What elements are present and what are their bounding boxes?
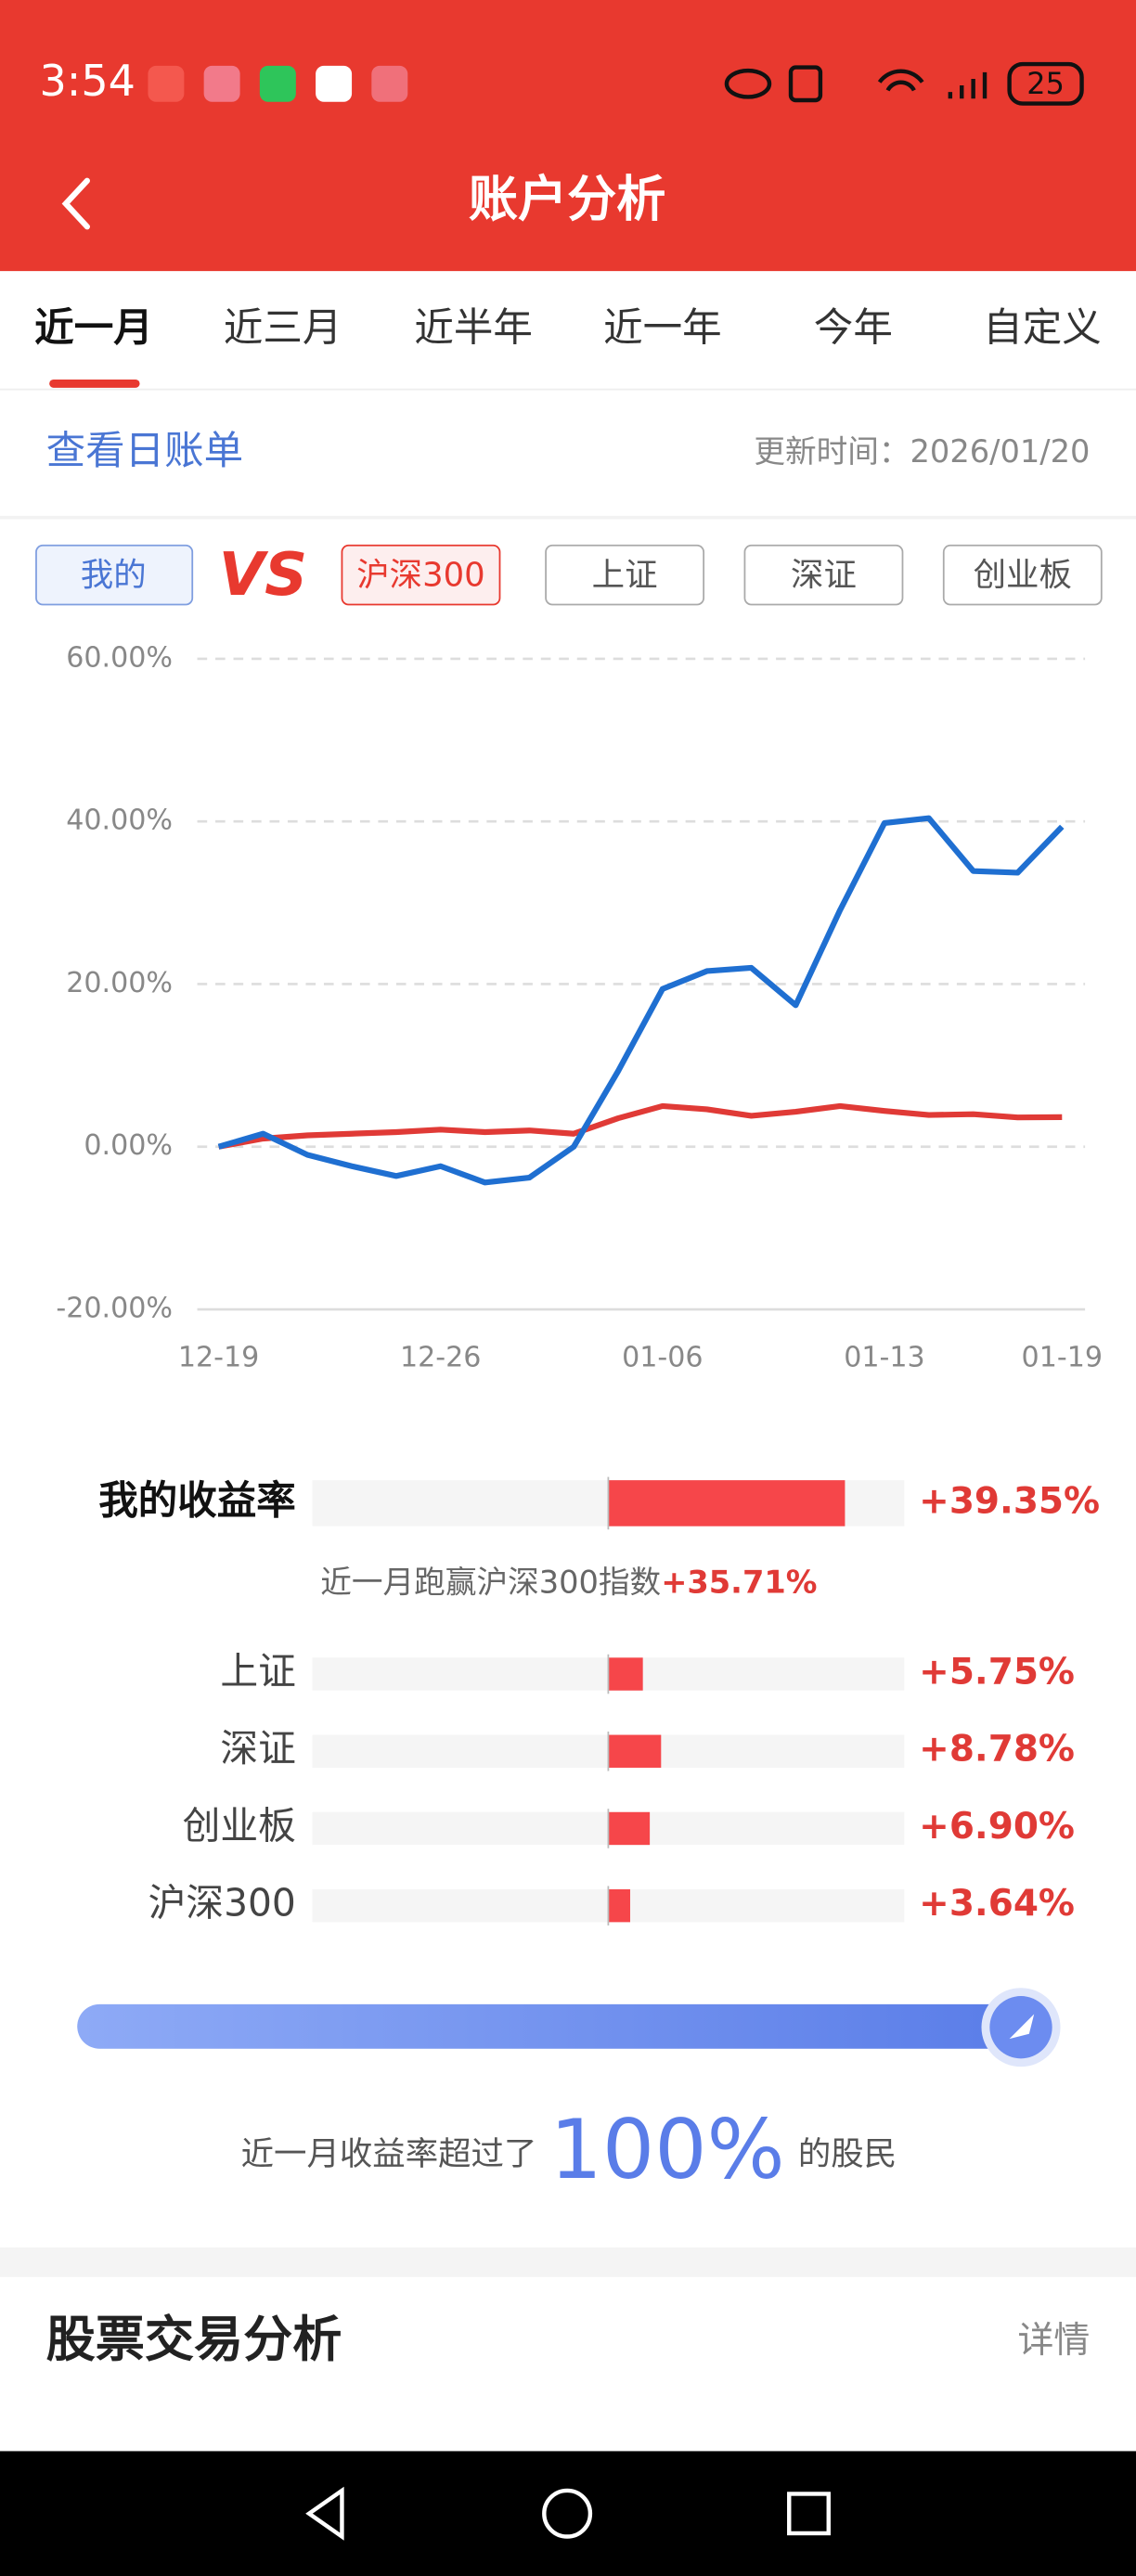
compare-button[interactable]: [743, 544, 904, 606]
compare-button[interactable]: [341, 544, 501, 606]
compare-label: 沪深300: [356, 556, 484, 594]
bar-label: 创业板: [183, 1803, 296, 1848]
bar-value: +3.64%: [919, 1883, 1075, 1925]
bar-label: 上证: [220, 1649, 295, 1694]
mine-label: 我的: [81, 556, 147, 594]
details-link[interactable]: 详情: [1017, 2320, 1090, 2362]
y-tick-label: 40.00%: [66, 805, 173, 837]
bar-label: 沪深300: [148, 1881, 296, 1926]
x-tick-label: 12-19: [178, 1342, 259, 1374]
compare-button[interactable]: [545, 544, 705, 606]
series-line: [218, 1102, 1063, 1150]
compare-label: 创业板: [974, 556, 1072, 594]
system-icons: [724, 61, 1084, 106]
app-icons: [148, 65, 408, 102]
back-button[interactable]: [61, 177, 90, 230]
update-time: 更新时间：2026/01/20: [754, 433, 1090, 470]
nav-bar: [0, 2451, 1136, 2576]
bar: [608, 1888, 630, 1923]
bar-value: +6.90%: [919, 1806, 1075, 1848]
compare-label: 深证: [791, 556, 857, 594]
bar-value: +5.75%: [919, 1652, 1075, 1694]
y-tick-label: -20.00%: [56, 1293, 173, 1325]
tab[interactable]: 近三月: [224, 305, 342, 351]
bar: [608, 1657, 643, 1691]
rank-value: 100%: [550, 2102, 785, 2197]
progress-fill: [77, 2003, 1022, 2049]
page-title: 账户分析: [469, 170, 666, 227]
outperform: 近一月跑赢沪深300指数+35.71%: [320, 1564, 817, 1600]
rank-suffix: 的股民: [798, 2135, 897, 2173]
bar-value: +8.78%: [919, 1729, 1075, 1771]
bar-label: 我的收益率: [98, 1478, 296, 1524]
battery: 25: [1026, 66, 1065, 101]
bill-link[interactable]: 查看日账单: [46, 429, 244, 474]
tab[interactable]: 近一月: [34, 305, 153, 351]
x-tick-label: 01-13: [844, 1342, 924, 1374]
x-tick-label: 01-06: [622, 1342, 703, 1374]
bar-value: +39.35%: [919, 1480, 1100, 1522]
y-tick-label: 60.00%: [66, 641, 173, 674]
rank: 近一月收益率超过了 100% 的股民: [241, 2102, 897, 2197]
rocket-icon: [1009, 2014, 1035, 2040]
x-tick-label: 01-19: [1022, 1342, 1103, 1374]
section-gap: [0, 2247, 1136, 2277]
rank-prefix: 近一月收益率超过了: [241, 2135, 537, 2173]
outperform-text: 近一月跑赢沪深300指数: [320, 1564, 661, 1600]
y-tick-label: 20.00%: [66, 967, 173, 999]
tab-indicator: [49, 379, 140, 388]
bar: [608, 1480, 846, 1526]
bar-label: 深证: [220, 1726, 295, 1771]
outperform-value: +35.71%: [661, 1564, 817, 1600]
nav-buttons[interactable]: [305, 2486, 831, 2541]
divider: [0, 515, 1136, 520]
tab[interactable]: 近半年: [414, 305, 533, 351]
compare-label: 上证: [592, 556, 658, 594]
compare-button[interactable]: [942, 544, 1103, 606]
series-line: [217, 815, 1065, 1186]
header-bg: [0, 0, 1136, 272]
bar: [608, 1734, 662, 1768]
bar: [608, 1811, 651, 1846]
x-tick-label: 12-26: [400, 1342, 481, 1374]
y-tick-label: 0.00%: [84, 1129, 173, 1162]
mine-button[interactable]: [35, 544, 194, 606]
progress-knob-inner: [989, 1996, 1052, 2059]
tab[interactable]: 近一年: [603, 305, 722, 351]
section-title: 股票交易分析: [46, 2311, 342, 2368]
tab[interactable]: 今年: [814, 305, 893, 351]
tab[interactable]: 自定义: [983, 305, 1102, 351]
vs-label: VS: [219, 541, 307, 610]
time: 3:54: [40, 56, 136, 106]
